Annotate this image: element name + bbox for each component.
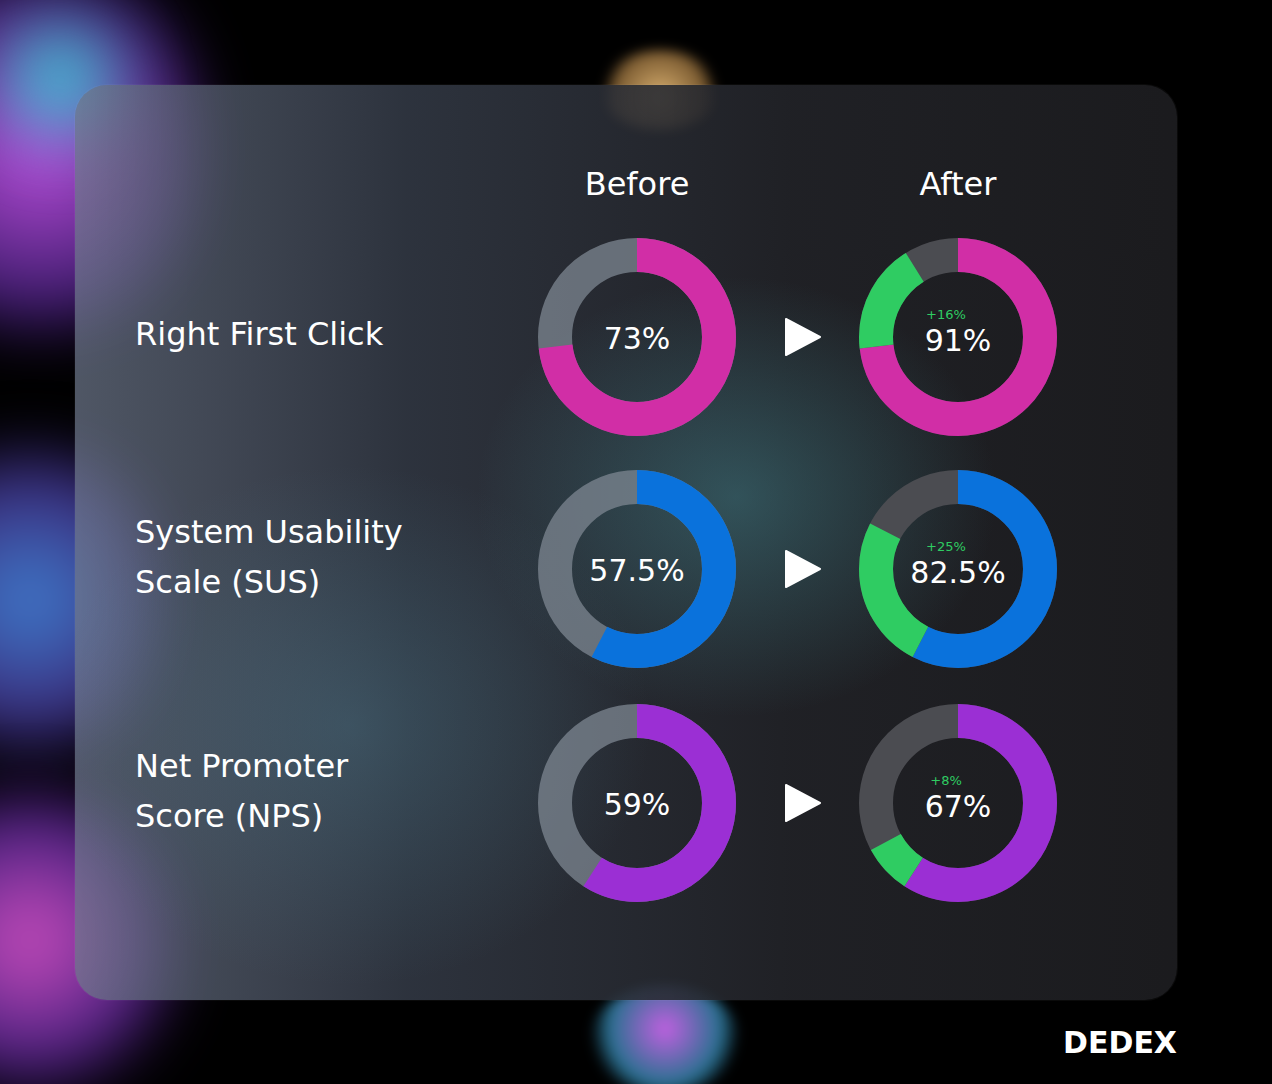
arrow xyxy=(786,319,820,355)
value-label: 59% xyxy=(604,787,671,822)
value-label: 57.5% xyxy=(589,553,684,588)
arrow xyxy=(786,785,820,821)
ring-track xyxy=(876,721,1040,885)
base-arc xyxy=(876,255,1040,419)
donut xyxy=(555,487,719,651)
gain-arc xyxy=(876,721,1040,885)
ring-track xyxy=(876,487,1040,651)
chart: Before After Right First Click 73% 91%+16% Sy… xyxy=(0,0,1272,1084)
change-label: +16% xyxy=(926,307,966,322)
value-label: 67% xyxy=(925,789,992,824)
value-arc xyxy=(555,255,719,419)
row-label: Right First Click xyxy=(135,315,384,353)
value-label: 73% xyxy=(604,321,671,356)
page: Before After Right First Click 73% 91%+16% Sy… xyxy=(0,0,1272,1084)
change-label: +8% xyxy=(930,773,962,788)
donut xyxy=(876,255,1040,419)
donut xyxy=(876,487,1040,651)
row-label: Scale (SUS) xyxy=(135,563,320,601)
value-label: 82.5% xyxy=(910,555,1005,590)
ring-track xyxy=(876,255,1040,419)
ring-track xyxy=(555,255,719,419)
column-header: Before xyxy=(585,165,690,203)
donut xyxy=(555,721,719,885)
donut xyxy=(555,255,719,419)
gain-arc xyxy=(876,487,1040,651)
value-label: 91% xyxy=(925,323,992,358)
row-label: System Usability xyxy=(135,513,403,551)
base-arc xyxy=(876,721,1040,885)
value-arc xyxy=(555,721,719,885)
column-header: After xyxy=(920,165,998,203)
ring-track xyxy=(555,721,719,885)
ring-track xyxy=(555,487,719,651)
donut xyxy=(876,721,1040,885)
change-label: +25% xyxy=(926,539,966,554)
arrow xyxy=(786,551,820,587)
brand: DEDEX xyxy=(1063,1025,1177,1060)
gain-arc xyxy=(876,255,1040,419)
row-label: Net Promoter xyxy=(135,747,349,785)
base-arc xyxy=(876,487,1040,651)
row-label: Score (NPS) xyxy=(135,797,323,835)
value-arc xyxy=(555,487,719,651)
